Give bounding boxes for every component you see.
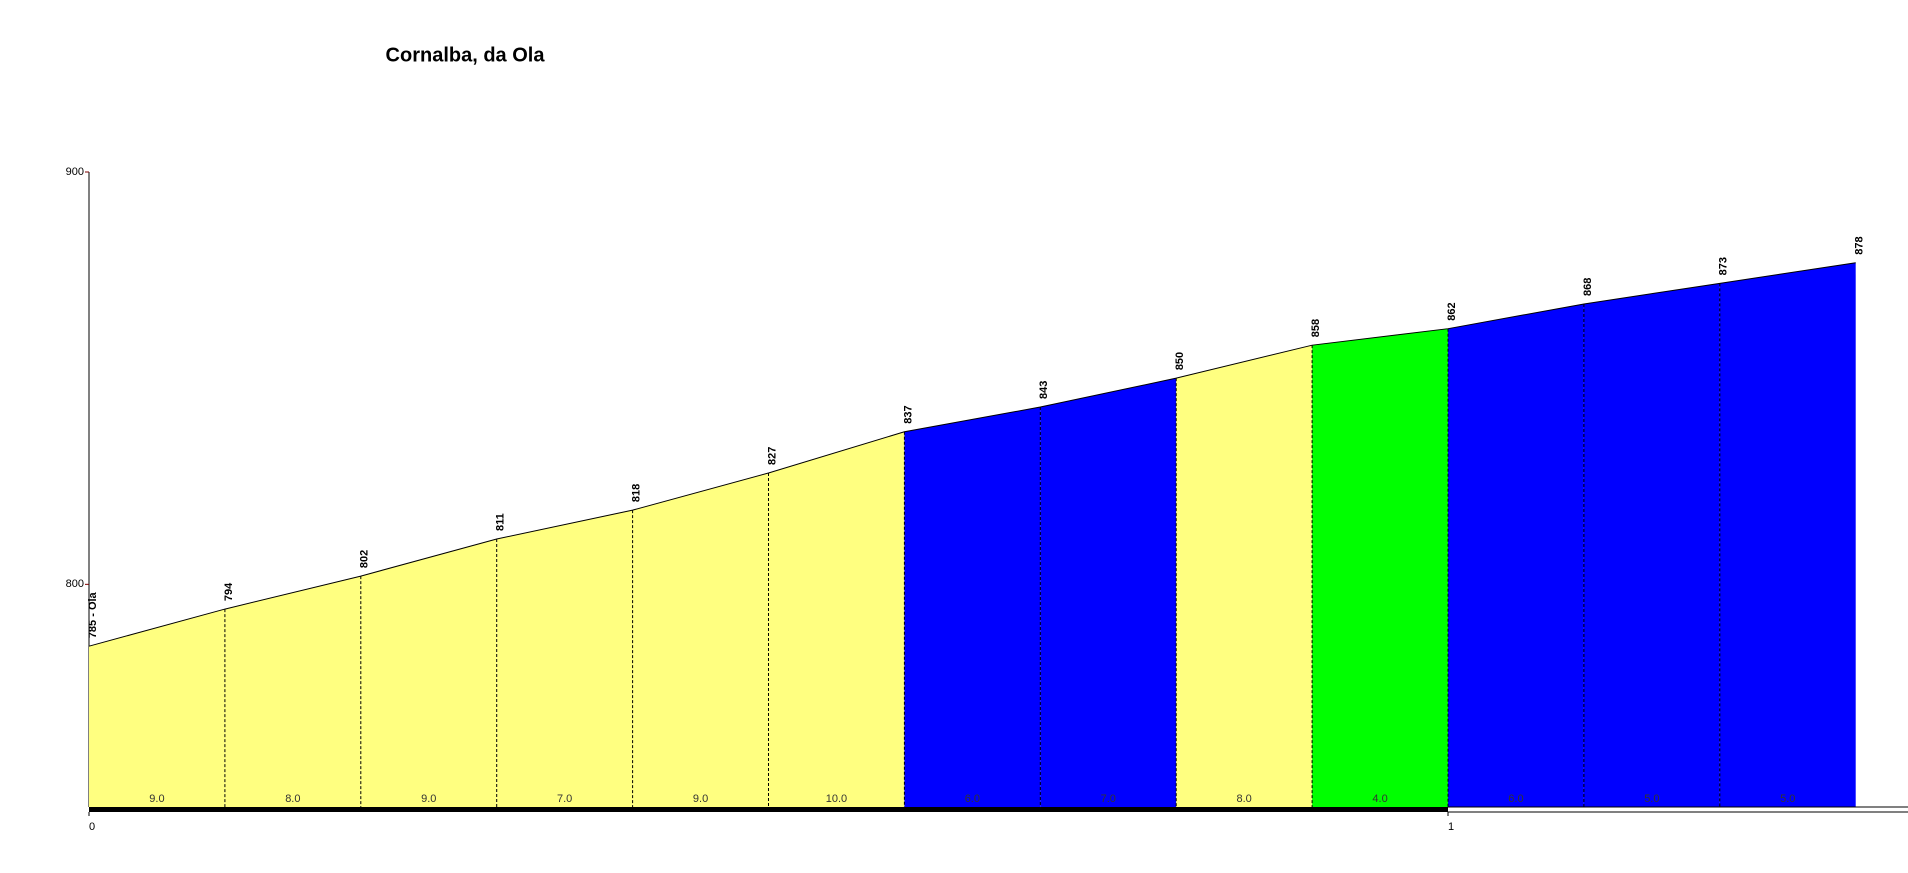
grade-label: 9.0 (421, 793, 436, 805)
segment (360, 538, 497, 807)
elevation-label: 794 (223, 582, 235, 601)
x-tick-label: 1 (1448, 821, 1454, 833)
elevation-label: 862 (1446, 302, 1458, 320)
km-bar (89, 807, 1448, 812)
segment (904, 407, 1041, 807)
chart-title: Cornalba, da Ola (386, 44, 546, 66)
grade-label: 9.0 (149, 793, 164, 805)
elevation-label: 811 (495, 513, 507, 531)
segment (1040, 378, 1177, 807)
elevation-label: 850 (1174, 352, 1186, 370)
grade-label: 8.0 (285, 793, 300, 805)
elevation-label: 868 (1582, 278, 1594, 296)
grade-label: 6.0 (1508, 793, 1523, 805)
segment (768, 431, 905, 807)
elevation-label: 785 - Ola (87, 591, 99, 638)
elevation-label: 858 (1310, 319, 1322, 337)
grade-label: 4.0 (1372, 793, 1387, 805)
segment (1719, 262, 1856, 807)
elevation-label: 802 (359, 550, 371, 568)
segment (1176, 345, 1313, 807)
profile-line (88, 262, 1856, 647)
elevation-label: 837 (902, 405, 914, 423)
segment (224, 576, 361, 807)
grade-label: 5.0 (1780, 793, 1795, 805)
segment (1312, 328, 1448, 807)
grade-label: 7.0 (1101, 793, 1116, 805)
elevation-label: 878 (1854, 236, 1866, 254)
elevation-label: 843 (1038, 381, 1050, 399)
y-tick-label: 800 (66, 578, 84, 590)
grade-label: 6.0 (965, 793, 980, 805)
segment (632, 473, 769, 807)
segment (1448, 303, 1584, 807)
elevation-label: 873 (1718, 257, 1730, 275)
grade-label: 9.0 (693, 793, 708, 805)
grade-label: 5.0 (1644, 793, 1659, 805)
segment (89, 609, 225, 807)
grade-label: 10.0 (826, 793, 847, 805)
grade-label: 8.0 (1237, 793, 1252, 805)
y-tick-label: 900 (66, 166, 84, 178)
segment (1583, 283, 1720, 807)
elevation-label: 827 (766, 447, 778, 465)
elevation-label: 818 (631, 484, 643, 502)
segment (496, 510, 633, 807)
grade-label: 7.0 (557, 793, 572, 805)
x-tick-label: 0 (89, 821, 95, 833)
